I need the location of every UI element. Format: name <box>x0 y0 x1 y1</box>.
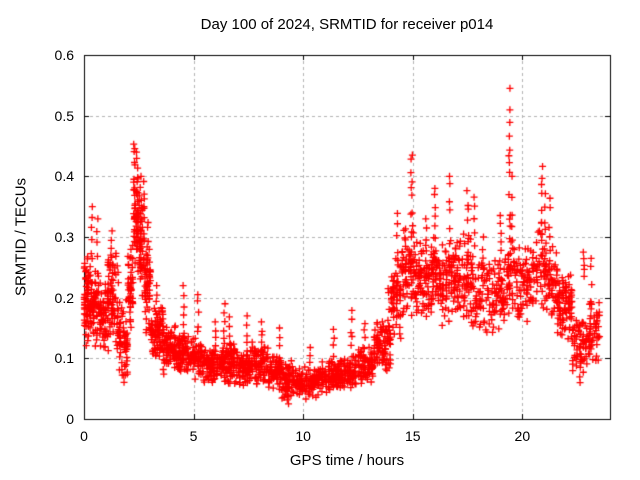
x-tick-label: 15 <box>404 428 421 444</box>
x-axis-label: GPS time / hours <box>289 452 405 469</box>
y-tick-label: 0.3 <box>54 229 74 245</box>
y-tick-label: 0 <box>66 411 74 427</box>
x-tick-label: 0 <box>80 428 88 444</box>
x-tick-label: 5 <box>189 428 198 444</box>
x-tick-label: 10 <box>295 428 311 444</box>
y-tick-label: 0.4 <box>54 168 74 185</box>
y-tick-label: 0.1 <box>54 350 74 367</box>
x-tick-label: 20 <box>514 428 531 444</box>
chart-title: Day 100 of 2024, SRMTID for receiver p01… <box>200 16 494 33</box>
y-tick-label: 0.5 <box>54 107 74 124</box>
y-tick-label: 0.6 <box>54 47 74 63</box>
y-tick-label: 0.2 <box>54 289 74 306</box>
